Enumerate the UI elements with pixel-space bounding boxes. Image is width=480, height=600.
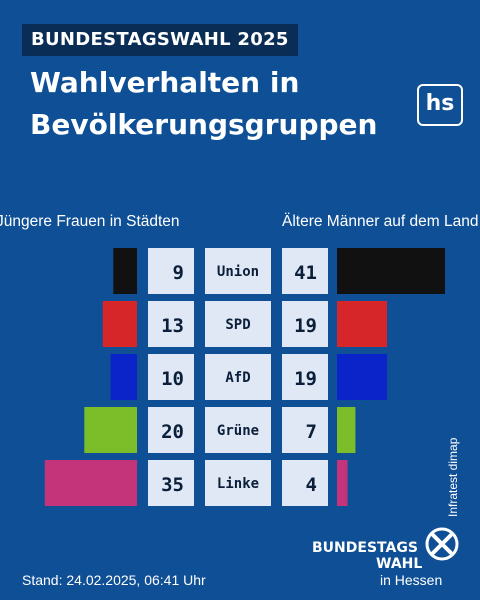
value-cell-right	[282, 460, 328, 506]
party-label: Linke	[217, 476, 259, 492]
party-cell	[205, 248, 271, 294]
value-label-left: 13	[161, 315, 184, 337]
value-label-left: 35	[161, 474, 184, 496]
source-label: Infratest dimap	[446, 437, 460, 517]
value-label-left: 10	[161, 368, 184, 390]
party-label: AfD	[225, 370, 250, 386]
bar-left-union	[113, 248, 137, 294]
page-title: Wahlverhalten in Bevölkerungsgruppen	[30, 62, 410, 146]
logo-line-2: WAHL	[376, 556, 423, 572]
logo-line-1: BUNDESTAGS	[312, 540, 418, 556]
party-label: Grüne	[217, 423, 259, 439]
party-cell	[205, 407, 271, 453]
party-cell	[205, 354, 271, 400]
timestamp: Stand: 24.02.2025, 06:41 Uhr	[22, 572, 206, 588]
value-label-right: 19	[294, 315, 317, 337]
legend-left-group: Jüngere Frauen in Städten	[0, 213, 180, 230]
value-cell-right	[282, 301, 328, 347]
party-label: Union	[217, 264, 259, 280]
value-label-left: 20	[161, 421, 184, 443]
bar-right-linke	[337, 460, 348, 506]
bar-right-grüne	[337, 407, 356, 453]
party-label: SPD	[225, 317, 250, 333]
party-cell	[205, 301, 271, 347]
value-label-right: 7	[306, 421, 317, 443]
bar-left-afd	[110, 354, 137, 400]
legend-right-clip: Ältere Männer auf dem Land	[0, 205, 480, 235]
legend-right-group: Ältere Männer auf dem Land	[282, 213, 479, 230]
value-label-right: 4	[306, 474, 317, 496]
value-label-right: 19	[294, 368, 317, 390]
title-line-2: Bevölkerungsgruppen	[30, 108, 378, 141]
value-cell-left	[148, 301, 194, 347]
bar-left-grüne	[84, 407, 137, 453]
bar-right-union	[337, 248, 445, 294]
title-line-1: Wahlverhalten in	[30, 66, 300, 99]
value-cell-left	[148, 407, 194, 453]
value-cell-left	[148, 460, 194, 506]
bar-left-spd	[102, 301, 137, 347]
bar-right-afd	[337, 354, 388, 400]
value-cell-right	[282, 248, 328, 294]
value-label-left: 9	[173, 262, 184, 284]
logo-line-3: in Hessen	[380, 572, 443, 588]
party-cell	[205, 460, 271, 506]
value-cell-right	[282, 354, 328, 400]
bundestagswahl-hessen-logo: BUNDESTAGS WAHL in Hessen	[312, 524, 472, 590]
value-cell-left	[148, 354, 194, 400]
hs-logo: hs	[417, 84, 463, 126]
value-cell-right	[282, 407, 328, 453]
value-label-right: 41	[294, 262, 317, 284]
ballot-cross-icon	[425, 527, 459, 561]
bar-right-spd	[337, 301, 388, 347]
value-cell-left	[148, 248, 194, 294]
bar-left-linke	[44, 460, 137, 506]
kicker-badge: BUNDESTAGSWAHL 2025	[22, 24, 298, 56]
